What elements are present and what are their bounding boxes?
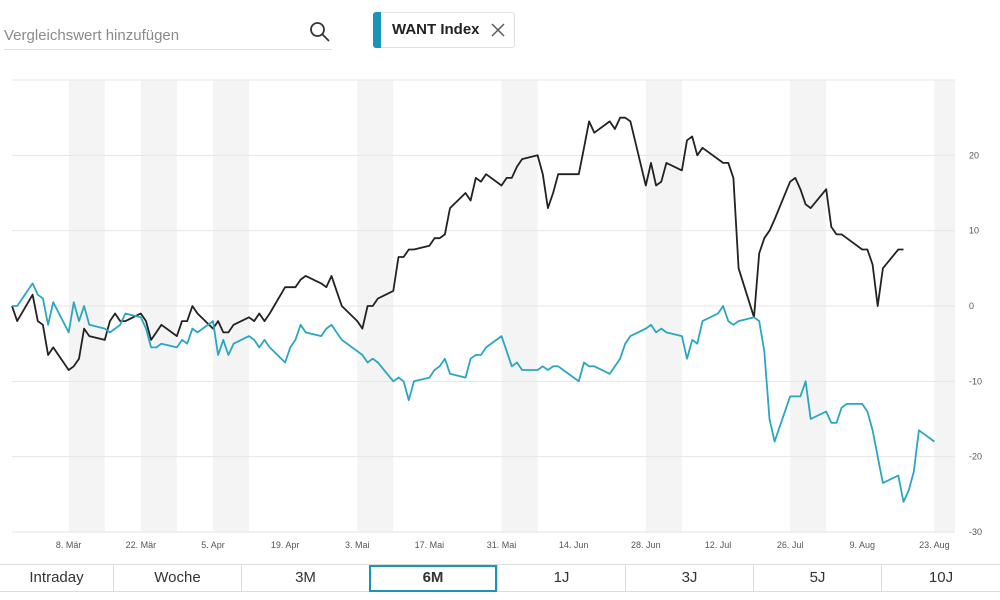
main-series-line [11,116,904,371]
tab-1j[interactable]: 1J [497,565,625,591]
tab-3j[interactable]: 3J [625,565,753,591]
x-tick-label: 17. Mai [415,540,445,550]
tab-6m[interactable]: 6M [369,565,497,592]
x-tick-label: 31. Mai [487,540,517,550]
y-tick-label: 20 [969,150,979,160]
tab-5j[interactable]: 5J [753,565,881,591]
x-tick-label: 5. Apr [201,540,225,550]
comparison-color-bar [373,12,381,48]
tab-3m[interactable]: 3M [241,565,369,591]
x-tick-label: 3. Mai [345,540,370,550]
x-tick-label: 22. Mär [126,540,157,550]
tab-woche[interactable]: Woche [113,565,241,591]
search-icon[interactable] [308,20,332,44]
performance-chart: 20 10 0 -10 -20 -30 8. Mär 22. Mär 5. Apr 19. Ap… [11,79,982,550]
x-tick-label: 19. Apr [271,540,300,550]
y-tick-label: 10 [969,226,979,236]
x-tick-label: 9. Aug [849,540,875,550]
timeframe-tabs: Intraday Woche 3M 6M 1J 3J 5J 10J [0,564,1000,592]
x-tick-label: 28. Jun [631,540,661,550]
x-tick-label: 8. Mär [56,540,82,550]
x-tick-label: 12. Jul [705,540,732,550]
comparison-series-line [12,282,935,503]
y-tick-label: -30 [969,527,982,537]
close-icon[interactable] [490,22,506,38]
search-input[interactable] [4,24,294,46]
tab-intraday[interactable]: Intraday [29,569,84,586]
x-tick-label: 23. Aug [919,540,950,550]
search-box [4,18,332,50]
x-tick-label: 26. Jul [777,540,804,550]
y-tick-label: -20 [969,452,982,462]
comparison-label: WANT Index [392,21,480,38]
tab-10j[interactable]: 10J [881,565,1000,591]
y-tick-label: -10 [969,376,982,386]
x-tick-label: 14. Jun [559,540,589,550]
comparison-chip: WANT Index [373,12,515,48]
y-tick-label: 0 [969,301,974,311]
